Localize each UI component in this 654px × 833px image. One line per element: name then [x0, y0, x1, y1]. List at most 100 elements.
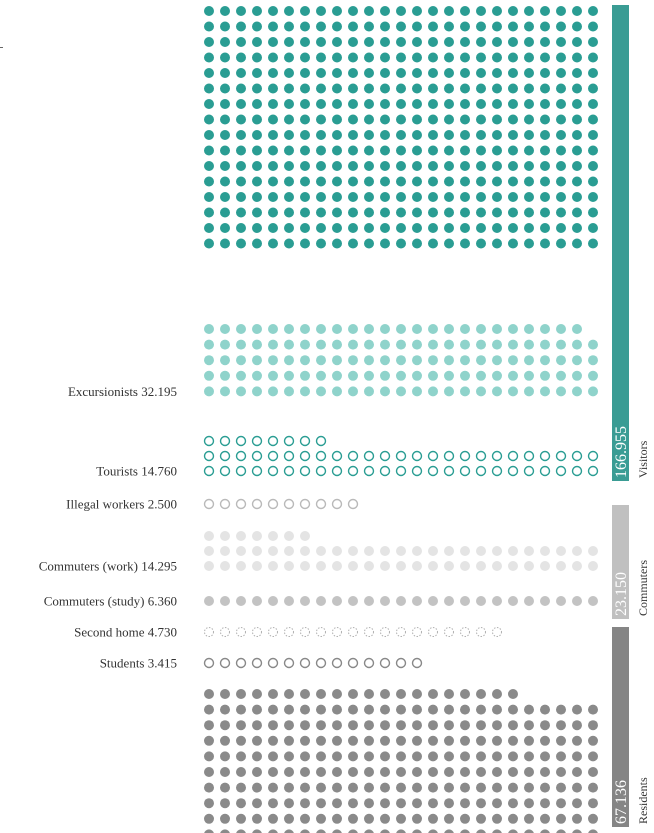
unlabeled-visitors-dot	[284, 238, 294, 249]
unlabeled-visitors-dot	[332, 99, 342, 109]
second-home-dot	[380, 627, 390, 637]
unlabeled-visitors-dot	[572, 207, 582, 218]
unlabeled-visitors-dot	[428, 223, 438, 233]
unlabeled-visitors-dot	[284, 145, 294, 156]
unlabeled-visitors-dot	[476, 176, 486, 187]
second-home-dot	[476, 627, 486, 637]
excursionists-dot	[268, 324, 278, 334]
unlabeled-visitors-dot	[348, 37, 358, 47]
residents-dot	[268, 767, 278, 777]
residents-dot	[508, 751, 518, 762]
unlabeled-visitors-dot	[268, 83, 278, 94]
residents-dot	[524, 751, 534, 762]
unlabeled-visitors-dot	[428, 238, 438, 249]
excursionists-dot	[396, 339, 406, 350]
unlabeled-visitors-dot	[204, 21, 214, 32]
commuters-work-dot	[236, 531, 246, 541]
residents-dot	[540, 829, 550, 833]
excursionists-dot	[204, 339, 214, 350]
residents-dot	[204, 735, 214, 746]
residents-dot	[556, 798, 566, 809]
residents-dot	[332, 782, 342, 793]
unlabeled-visitors-dot	[428, 145, 438, 156]
unlabeled-visitors-dot	[348, 68, 358, 78]
residents-dot	[508, 735, 518, 746]
tourists-dot	[555, 450, 567, 462]
unlabeled-visitors-dot	[300, 83, 310, 94]
tourists-dot	[443, 465, 455, 477]
unlabeled-visitors-dot	[220, 37, 230, 47]
unlabeled-visitors-dot	[444, 99, 454, 109]
excursionists-dot	[300, 324, 310, 334]
unlabeled-visitors-dot	[204, 161, 214, 171]
residents-dot	[476, 798, 486, 809]
unlabeled-visitors-dot	[540, 83, 550, 94]
unlabeled-visitors-dot	[236, 99, 246, 109]
unlabeled-visitors-dot	[444, 52, 454, 63]
residents-dot	[348, 751, 358, 762]
excursionists-dot	[236, 355, 246, 366]
excursionists-dot	[332, 339, 342, 350]
illegal-workers-dot	[219, 498, 231, 510]
unlabeled-visitors-dot	[396, 37, 406, 47]
excursionists-dot	[508, 370, 518, 381]
residents-dot	[396, 720, 406, 731]
unlabeled-visitors-dot	[364, 192, 374, 202]
unlabeled-visitors-dot	[300, 207, 310, 218]
excursionists-dot	[556, 370, 566, 381]
unlabeled-visitors-dot	[476, 161, 486, 171]
residents-dot	[316, 782, 326, 793]
unlabeled-visitors-dot	[268, 238, 278, 249]
residents-dot	[364, 782, 374, 793]
unlabeled-visitors-dot	[460, 145, 470, 156]
residents-dot	[380, 829, 390, 833]
commuters-work-dot	[220, 531, 230, 541]
unlabeled-visitors-dot	[588, 37, 598, 47]
unlabeled-visitors-dot	[316, 114, 326, 125]
unlabeled-visitors-dot	[268, 99, 278, 109]
tourists-dot	[267, 465, 279, 477]
residents-dot	[412, 782, 422, 793]
tourists-dot	[539, 450, 551, 462]
unlabeled-visitors-dot	[220, 83, 230, 94]
unlabeled-visitors-dot	[332, 114, 342, 125]
commuters-study-dot	[236, 596, 246, 606]
residents-dot	[332, 798, 342, 809]
unlabeled-visitors-dot	[364, 52, 374, 63]
unlabeled-visitors-dot	[444, 114, 454, 125]
unlabeled-visitors-dot	[220, 99, 230, 109]
excursionists-dot	[524, 324, 534, 334]
excursionists-dot	[412, 324, 422, 334]
second-home-dot	[364, 627, 374, 637]
commuters-study-dot	[556, 596, 566, 606]
residents-dot	[316, 720, 326, 731]
unlabeled-visitors-dot	[540, 99, 550, 109]
commuters-study-dot	[284, 596, 294, 606]
unlabeled-visitors-dot	[524, 176, 534, 187]
unlabeled-visitors-dot	[284, 37, 294, 47]
excursionists-dot	[492, 355, 502, 366]
tourists-dot	[251, 435, 263, 447]
residents-dot	[332, 767, 342, 777]
unlabeled-visitors-dot	[380, 83, 390, 94]
unlabeled-visitors-dot	[220, 192, 230, 202]
unlabeled-visitors-dot	[316, 176, 326, 187]
residents-dot	[540, 767, 550, 777]
illegal-workers-dot	[235, 498, 247, 510]
unlabeled-visitors-dot	[316, 192, 326, 202]
excursionists-dot	[524, 370, 534, 381]
unlabeled-visitors-dot	[476, 68, 486, 78]
residents-dot	[428, 704, 438, 715]
unlabeled-visitors-dot	[204, 207, 214, 218]
commuters-work-dot	[396, 561, 406, 571]
residents-dot	[380, 720, 390, 731]
tourists-dot	[491, 465, 503, 477]
tourists-dot	[427, 465, 439, 477]
excursionists-dot	[396, 324, 406, 334]
unlabeled-visitors-dot	[364, 68, 374, 78]
residents-dot	[220, 751, 230, 762]
unlabeled-visitors-dot	[252, 238, 262, 249]
unlabeled-visitors-dot	[364, 83, 374, 94]
residents-dot	[252, 689, 262, 699]
